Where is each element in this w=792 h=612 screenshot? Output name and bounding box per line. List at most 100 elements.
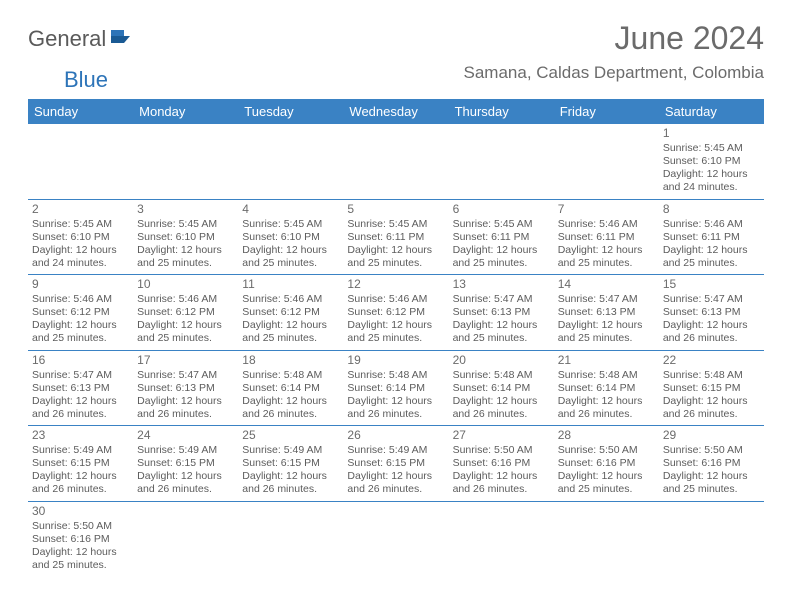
sunrise-line: Sunrise: 5:50 AM	[32, 520, 129, 533]
calendar-cell: 20Sunrise: 5:48 AMSunset: 6:14 PMDayligh…	[449, 350, 554, 426]
day-number: 25	[242, 428, 339, 443]
sunrise-line: Sunrise: 5:47 AM	[558, 293, 655, 306]
day-number: 23	[32, 428, 129, 443]
day-number: 9	[32, 277, 129, 292]
sunrise-line: Sunrise: 5:47 AM	[453, 293, 550, 306]
sunset-line: Sunset: 6:16 PM	[558, 457, 655, 470]
day-number: 29	[663, 428, 760, 443]
calendar-cell: 1Sunrise: 5:45 AMSunset: 6:10 PMDaylight…	[659, 124, 764, 199]
weekday-header: Thursday	[449, 99, 554, 124]
day-number: 12	[347, 277, 444, 292]
calendar-row: 2Sunrise: 5:45 AMSunset: 6:10 PMDaylight…	[28, 199, 764, 275]
sunrise-line: Sunrise: 5:49 AM	[137, 444, 234, 457]
calendar-table: Sunday Monday Tuesday Wednesday Thursday…	[28, 99, 764, 576]
calendar-cell: 21Sunrise: 5:48 AMSunset: 6:14 PMDayligh…	[554, 350, 659, 426]
sunrise-line: Sunrise: 5:48 AM	[558, 369, 655, 382]
calendar-cell	[554, 501, 659, 576]
daylight-line: Daylight: 12 hours and 25 minutes.	[453, 319, 550, 345]
day-number: 7	[558, 202, 655, 217]
sunset-line: Sunset: 6:10 PM	[32, 231, 129, 244]
sunset-line: Sunset: 6:15 PM	[242, 457, 339, 470]
calendar-cell: 15Sunrise: 5:47 AMSunset: 6:13 PMDayligh…	[659, 275, 764, 351]
logo-text-blue: Blue	[64, 67, 108, 93]
calendar-cell: 8Sunrise: 5:46 AMSunset: 6:11 PMDaylight…	[659, 199, 764, 275]
calendar-cell	[343, 501, 448, 576]
sunrise-line: Sunrise: 5:47 AM	[137, 369, 234, 382]
calendar-row: 23Sunrise: 5:49 AMSunset: 6:15 PMDayligh…	[28, 426, 764, 502]
sunrise-line: Sunrise: 5:46 AM	[242, 293, 339, 306]
calendar-cell: 14Sunrise: 5:47 AMSunset: 6:13 PMDayligh…	[554, 275, 659, 351]
calendar-row: 9Sunrise: 5:46 AMSunset: 6:12 PMDaylight…	[28, 275, 764, 351]
calendar-cell: 17Sunrise: 5:47 AMSunset: 6:13 PMDayligh…	[133, 350, 238, 426]
sunset-line: Sunset: 6:11 PM	[558, 231, 655, 244]
calendar-cell	[343, 124, 448, 199]
day-number: 14	[558, 277, 655, 292]
sunrise-line: Sunrise: 5:49 AM	[242, 444, 339, 457]
day-number: 30	[32, 504, 129, 519]
daylight-line: Daylight: 12 hours and 26 minutes.	[558, 395, 655, 421]
calendar-cell: 24Sunrise: 5:49 AMSunset: 6:15 PMDayligh…	[133, 426, 238, 502]
daylight-line: Daylight: 12 hours and 25 minutes.	[137, 319, 234, 345]
calendar-row: 16Sunrise: 5:47 AMSunset: 6:13 PMDayligh…	[28, 350, 764, 426]
calendar-cell: 26Sunrise: 5:49 AMSunset: 6:15 PMDayligh…	[343, 426, 448, 502]
weekday-header: Monday	[133, 99, 238, 124]
daylight-line: Daylight: 12 hours and 25 minutes.	[558, 244, 655, 270]
weekday-header: Sunday	[28, 99, 133, 124]
daylight-line: Daylight: 12 hours and 24 minutes.	[32, 244, 129, 270]
calendar-cell: 22Sunrise: 5:48 AMSunset: 6:15 PMDayligh…	[659, 350, 764, 426]
sunrise-line: Sunrise: 5:48 AM	[347, 369, 444, 382]
sunrise-line: Sunrise: 5:50 AM	[558, 444, 655, 457]
sunset-line: Sunset: 6:13 PM	[663, 306, 760, 319]
calendar-cell: 25Sunrise: 5:49 AMSunset: 6:15 PMDayligh…	[238, 426, 343, 502]
calendar-cell: 16Sunrise: 5:47 AMSunset: 6:13 PMDayligh…	[28, 350, 133, 426]
sunset-line: Sunset: 6:13 PM	[558, 306, 655, 319]
day-number: 1	[663, 126, 760, 141]
daylight-line: Daylight: 12 hours and 25 minutes.	[242, 244, 339, 270]
calendar-cell	[238, 501, 343, 576]
logo: General	[28, 26, 134, 52]
daylight-line: Daylight: 12 hours and 25 minutes.	[347, 319, 444, 345]
calendar-cell: 11Sunrise: 5:46 AMSunset: 6:12 PMDayligh…	[238, 275, 343, 351]
sunrise-line: Sunrise: 5:45 AM	[453, 218, 550, 231]
sunrise-line: Sunrise: 5:46 AM	[663, 218, 760, 231]
calendar-cell: 27Sunrise: 5:50 AMSunset: 6:16 PMDayligh…	[449, 426, 554, 502]
sunset-line: Sunset: 6:14 PM	[242, 382, 339, 395]
sunrise-line: Sunrise: 5:48 AM	[242, 369, 339, 382]
sunrise-line: Sunrise: 5:47 AM	[663, 293, 760, 306]
day-number: 4	[242, 202, 339, 217]
sunset-line: Sunset: 6:13 PM	[32, 382, 129, 395]
daylight-line: Daylight: 12 hours and 25 minutes.	[663, 470, 760, 496]
calendar-cell: 28Sunrise: 5:50 AMSunset: 6:16 PMDayligh…	[554, 426, 659, 502]
weekday-header-row: Sunday Monday Tuesday Wednesday Thursday…	[28, 99, 764, 124]
calendar-cell: 29Sunrise: 5:50 AMSunset: 6:16 PMDayligh…	[659, 426, 764, 502]
sunset-line: Sunset: 6:14 PM	[453, 382, 550, 395]
daylight-line: Daylight: 12 hours and 26 minutes.	[242, 470, 339, 496]
sunset-line: Sunset: 6:11 PM	[663, 231, 760, 244]
calendar-cell: 6Sunrise: 5:45 AMSunset: 6:11 PMDaylight…	[449, 199, 554, 275]
sunrise-line: Sunrise: 5:48 AM	[453, 369, 550, 382]
sunset-line: Sunset: 6:12 PM	[32, 306, 129, 319]
daylight-line: Daylight: 12 hours and 25 minutes.	[663, 244, 760, 270]
sunset-line: Sunset: 6:13 PM	[137, 382, 234, 395]
sunset-line: Sunset: 6:10 PM	[663, 155, 760, 168]
sunset-line: Sunset: 6:15 PM	[347, 457, 444, 470]
day-number: 26	[347, 428, 444, 443]
day-number: 13	[453, 277, 550, 292]
daylight-line: Daylight: 12 hours and 25 minutes.	[32, 319, 129, 345]
calendar-row: 1Sunrise: 5:45 AMSunset: 6:10 PMDaylight…	[28, 124, 764, 199]
sunset-line: Sunset: 6:16 PM	[453, 457, 550, 470]
daylight-line: Daylight: 12 hours and 26 minutes.	[453, 470, 550, 496]
sunset-line: Sunset: 6:10 PM	[242, 231, 339, 244]
weekday-header: Wednesday	[343, 99, 448, 124]
sunset-line: Sunset: 6:12 PM	[242, 306, 339, 319]
day-number: 8	[663, 202, 760, 217]
day-number: 18	[242, 353, 339, 368]
daylight-line: Daylight: 12 hours and 26 minutes.	[663, 319, 760, 345]
daylight-line: Daylight: 12 hours and 25 minutes.	[137, 244, 234, 270]
daylight-line: Daylight: 12 hours and 26 minutes.	[32, 470, 129, 496]
sunset-line: Sunset: 6:12 PM	[137, 306, 234, 319]
day-number: 10	[137, 277, 234, 292]
title-block: June 2024 Samana, Caldas Department, Col…	[464, 20, 764, 83]
flag-icon	[110, 28, 132, 51]
day-number: 21	[558, 353, 655, 368]
